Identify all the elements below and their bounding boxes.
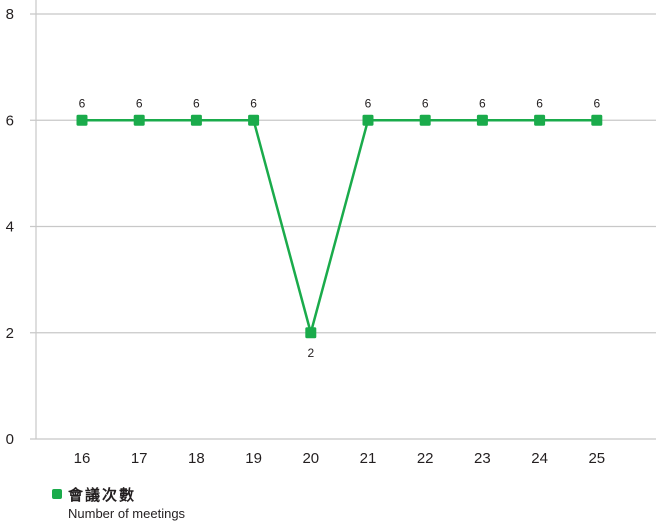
data-point <box>534 114 546 126</box>
x-tick-label: 25 <box>588 450 605 467</box>
y-tick-label: 0 <box>6 431 14 448</box>
legend-swatch <box>52 489 62 499</box>
data-label: 6 <box>250 96 257 110</box>
data-label: 6 <box>365 96 372 110</box>
data-label: 6 <box>136 96 143 110</box>
data-label: 6 <box>193 96 200 110</box>
data-label: 6 <box>479 96 486 110</box>
data-label: 6 <box>593 96 600 110</box>
data-point <box>76 114 88 126</box>
legend-series-name: 會議次數 <box>68 486 137 504</box>
x-tick-label: 18 <box>188 450 205 467</box>
data-label: 6 <box>536 96 543 110</box>
x-tick-label: 17 <box>131 450 148 467</box>
x-tick-label: 23 <box>474 450 491 467</box>
y-tick-label: 8 <box>6 6 14 23</box>
x-tick-label: 19 <box>245 450 262 467</box>
data-point <box>248 114 260 126</box>
data-point <box>591 114 603 126</box>
x-tick-label: 24 <box>531 450 548 467</box>
data-point <box>476 114 488 126</box>
data-point <box>190 114 202 126</box>
y-tick-label: 2 <box>6 325 14 342</box>
data-point <box>419 114 431 126</box>
legend-series-name-english: Number of meetings <box>68 506 186 521</box>
x-tick-label: 20 <box>302 450 319 467</box>
data-label: 6 <box>79 96 86 110</box>
x-tick-label: 21 <box>360 450 377 467</box>
data-label: 6 <box>422 96 429 110</box>
data-point <box>133 114 145 126</box>
x-tick-label: 22 <box>417 450 434 467</box>
data-point <box>305 327 317 339</box>
series-line <box>82 119 597 334</box>
y-tick-label: 4 <box>6 219 14 236</box>
y-tick-label: 6 <box>6 112 14 129</box>
data-label: 2 <box>307 346 314 360</box>
data-point <box>362 114 374 126</box>
x-tick-label: 16 <box>74 450 91 467</box>
